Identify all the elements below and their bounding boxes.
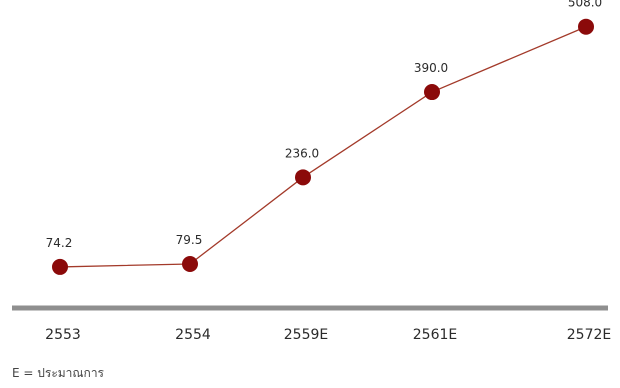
x-tick-2572E: 2572E	[567, 327, 611, 343]
data-label-2554: 79.5	[176, 233, 203, 247]
x-tick-2561E: 2561E	[413, 327, 457, 343]
data-labels: 74.2 79.5 236.0 390.0 508.0	[46, 0, 603, 250]
data-label-2572E: 508.0	[568, 0, 602, 10]
data-point-2553	[52, 258, 68, 275]
x-tick-2553: 2553	[45, 327, 81, 343]
data-point-2554	[182, 255, 198, 272]
series-line	[59, 26, 587, 268]
x-tick-2554: 2554	[175, 327, 211, 343]
data-point-2559E	[295, 169, 311, 186]
data-point-2561E	[424, 84, 440, 101]
data-label-2561E: 390.0	[414, 61, 448, 75]
footnote: E = ประมาณการ	[12, 366, 105, 380]
data-point-2572E	[578, 18, 594, 35]
data-markers	[52, 18, 594, 275]
x-tick-2559E: 2559E	[284, 327, 328, 343]
data-label-2559E: 236.0	[285, 146, 319, 160]
x-tick-labels: 2553 2554 2559E 2561E 2572E	[45, 327, 611, 343]
data-label-2553: 74.2	[46, 236, 73, 250]
